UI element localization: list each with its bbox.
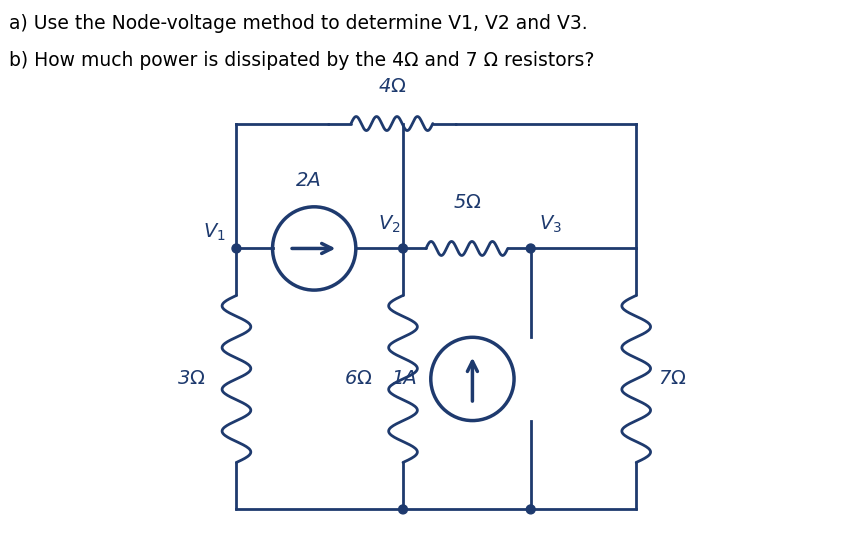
Circle shape	[526, 244, 535, 253]
Text: 2A: 2A	[296, 171, 322, 190]
Text: 4$\Omega$: 4$\Omega$	[377, 77, 407, 96]
Text: a) Use the Node-voltage method to determine V1, V2 and V3.: a) Use the Node-voltage method to determ…	[9, 14, 587, 33]
Text: $V_2$: $V_2$	[377, 213, 401, 234]
Circle shape	[399, 505, 407, 514]
Text: $V_1$: $V_1$	[203, 222, 225, 243]
Circle shape	[399, 244, 407, 253]
Text: 7$\Omega$: 7$\Omega$	[658, 369, 687, 388]
Text: $V_3$: $V_3$	[539, 213, 562, 234]
Circle shape	[526, 505, 535, 514]
Text: 5$\Omega$: 5$\Omega$	[453, 194, 481, 213]
Text: 1A: 1A	[391, 369, 417, 388]
Text: 3$\Omega$: 3$\Omega$	[177, 369, 206, 388]
Text: 6$\Omega$: 6$\Omega$	[344, 369, 372, 388]
Text: b) How much power is dissipated by the 4Ω and 7 Ω resistors?: b) How much power is dissipated by the 4…	[9, 51, 594, 70]
Circle shape	[232, 244, 241, 253]
